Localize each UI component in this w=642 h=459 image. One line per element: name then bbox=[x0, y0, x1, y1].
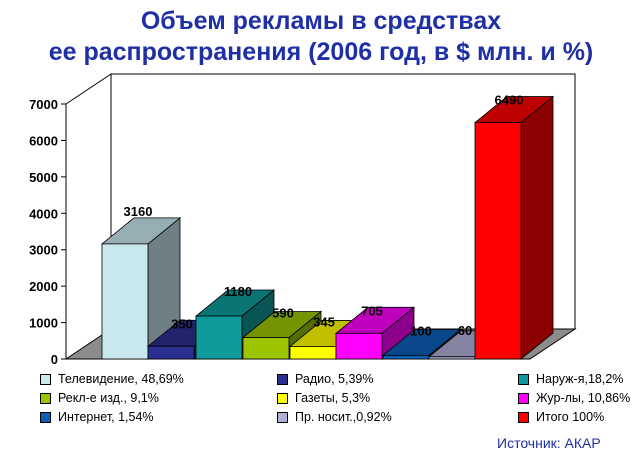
legend-label: Рекл-е изд., 9,1% bbox=[58, 391, 159, 405]
bar-6 bbox=[334, 306, 416, 360]
y-tick-label: 2000 bbox=[29, 279, 58, 294]
y-tick-label: 4000 bbox=[29, 206, 58, 221]
title-line-1: Объем рекламы в средствах bbox=[140, 7, 502, 35]
legend-item: Рекл-е изд., 9,1% bbox=[40, 391, 159, 405]
legend-label: Пр. носит.,0,92% bbox=[295, 410, 392, 424]
y-tick-label: 6000 bbox=[29, 133, 58, 148]
legend-swatch bbox=[277, 411, 288, 423]
legend-label: Жур-лы, 10,86% bbox=[536, 391, 631, 405]
legend-item: Наруж-я,18,2% bbox=[518, 372, 623, 386]
legend-swatch bbox=[518, 373, 529, 385]
legend-swatch bbox=[518, 411, 529, 423]
bar-front bbox=[289, 346, 337, 360]
bar-value-label: 3160 bbox=[124, 204, 153, 219]
bar-side bbox=[520, 95, 554, 360]
y-tick-label: 3000 bbox=[29, 243, 58, 258]
y-tick-label: 0 bbox=[51, 352, 58, 367]
legend-swatch bbox=[40, 373, 51, 385]
bar-front bbox=[382, 354, 430, 360]
legend-swatch bbox=[277, 392, 288, 404]
source-note: Источник: АКАР bbox=[497, 435, 601, 451]
legend-item: Интернет, 1,54% bbox=[40, 410, 154, 424]
bar-front bbox=[147, 345, 195, 360]
y-tick-label: 5000 bbox=[29, 170, 58, 185]
bar-value-label: 60 bbox=[458, 323, 472, 338]
bar-9 bbox=[473, 95, 555, 360]
y-tick-label: 1000 bbox=[29, 316, 58, 331]
legend-item: Жур-лы, 10,86% bbox=[518, 391, 630, 405]
bar-value-label: 590 bbox=[272, 306, 294, 321]
legend-label: Итого 100% bbox=[536, 410, 605, 424]
bar-value-label: 345 bbox=[313, 314, 335, 329]
legend-item: Итого 100% bbox=[518, 410, 604, 424]
legend-item: Радио, 5,39% bbox=[277, 372, 374, 386]
legend-swatch bbox=[277, 373, 288, 385]
bar-front bbox=[335, 332, 383, 360]
bar-value-label: 350 bbox=[171, 316, 193, 331]
legend-item: Газеты, 5,3% bbox=[277, 391, 370, 405]
bar-front bbox=[242, 337, 290, 360]
legend-label: Интернет, 1,54% bbox=[58, 410, 154, 424]
bar-front bbox=[195, 315, 243, 360]
bar-front bbox=[428, 356, 476, 360]
bar-front bbox=[474, 122, 522, 360]
legend-swatch bbox=[40, 411, 51, 423]
y-tick-label: 7000 bbox=[29, 97, 58, 112]
legend-item: Телевидение, 48,69% bbox=[40, 372, 184, 386]
legend-label: Наруж-я,18,2% bbox=[536, 372, 624, 386]
legend-label: Радио, 5,39% bbox=[295, 372, 374, 386]
bar-front bbox=[101, 243, 149, 360]
chart-title: Объем рекламы в средствах ее распростран… bbox=[0, 6, 642, 68]
legend-item: Пр. носит.,0,92% bbox=[277, 410, 392, 424]
bar-value-label: 1180 bbox=[224, 284, 252, 299]
side-wall-edge bbox=[65, 73, 112, 105]
title-line-2: ее распространения (2006 год, в $ млн. и… bbox=[48, 38, 594, 66]
legend-swatch bbox=[40, 392, 51, 404]
bar-value-label: 100 bbox=[410, 323, 432, 338]
legend-label: Телевидение, 48,69% bbox=[58, 372, 184, 386]
legend-swatch bbox=[518, 392, 529, 404]
bar-value-label: 705 bbox=[361, 303, 383, 318]
bar-1 bbox=[100, 217, 182, 360]
legend-label: Газеты, 5,3% bbox=[295, 391, 371, 405]
bar-value-label: 6490 bbox=[495, 93, 524, 108]
